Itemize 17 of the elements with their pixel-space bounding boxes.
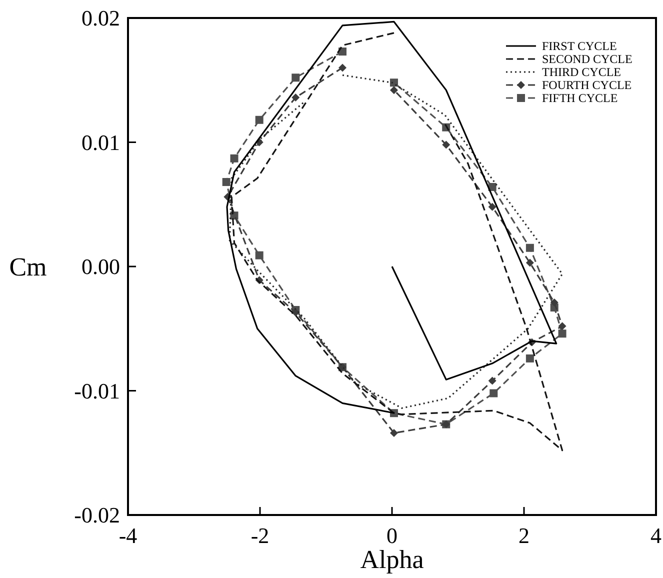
legend-label: FIFTH CYCLE xyxy=(542,91,618,106)
y-axis-title: Cm xyxy=(9,252,47,282)
x-tick-label: 4 xyxy=(650,523,662,548)
y-tick-label: 0.01 xyxy=(82,130,120,155)
y-tick-label: 0.00 xyxy=(82,254,120,280)
y-tick-label: -0.02 xyxy=(74,502,120,528)
x-tick-label: -4 xyxy=(118,523,138,548)
legend-label: FIRST CYCLE xyxy=(542,39,617,54)
legend-label: FOURTH CYCLE xyxy=(542,78,632,92)
y-tick-label: 0.02 xyxy=(82,6,120,31)
legend-label: THIRD CYCLE xyxy=(542,65,621,80)
x-tick-label: 0 xyxy=(386,523,398,548)
legend-label: SECOND CYCLE xyxy=(542,52,632,66)
x-tick-label: 2 xyxy=(518,523,530,548)
y-tick-label: -0.01 xyxy=(74,378,120,404)
x-tick-label: -2 xyxy=(250,523,270,548)
x-axis-title: Alpha xyxy=(360,545,424,574)
